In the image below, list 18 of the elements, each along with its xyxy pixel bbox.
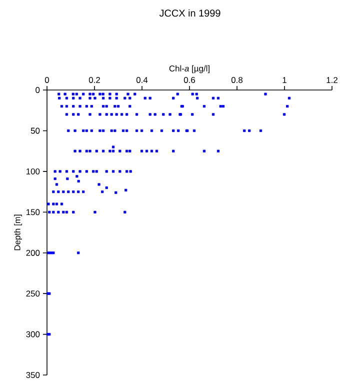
y-tick-label: 250 — [26, 290, 40, 297]
x-tick-label: 0.8 — [231, 76, 243, 83]
y-tick-label: 150 — [26, 209, 40, 216]
x-tick-label: 0 — [44, 76, 50, 83]
x-tick-label: 0.6 — [184, 76, 196, 83]
x-tick-label: 0.2 — [88, 76, 100, 83]
y-tick-label: 300 — [26, 331, 40, 338]
x-tick-label: 0.4 — [136, 76, 148, 83]
y-tick-label: 0 — [36, 87, 40, 93]
y-tick-label: 350 — [26, 372, 40, 378]
x-tick-label: 1 — [282, 77, 286, 83]
x-axis-title: Chl-a [µg/l] — [169, 65, 210, 74]
chart-title: JCCX in 1999 — [159, 9, 220, 17]
y-tick-label: 50 — [30, 128, 40, 134]
x-tick-label: 1.2 — [326, 77, 338, 83]
y-axis-title: Depth [m] — [14, 214, 22, 250]
y-tick-label: 200 — [26, 250, 40, 256]
y-tick-label: 100 — [26, 168, 40, 174]
